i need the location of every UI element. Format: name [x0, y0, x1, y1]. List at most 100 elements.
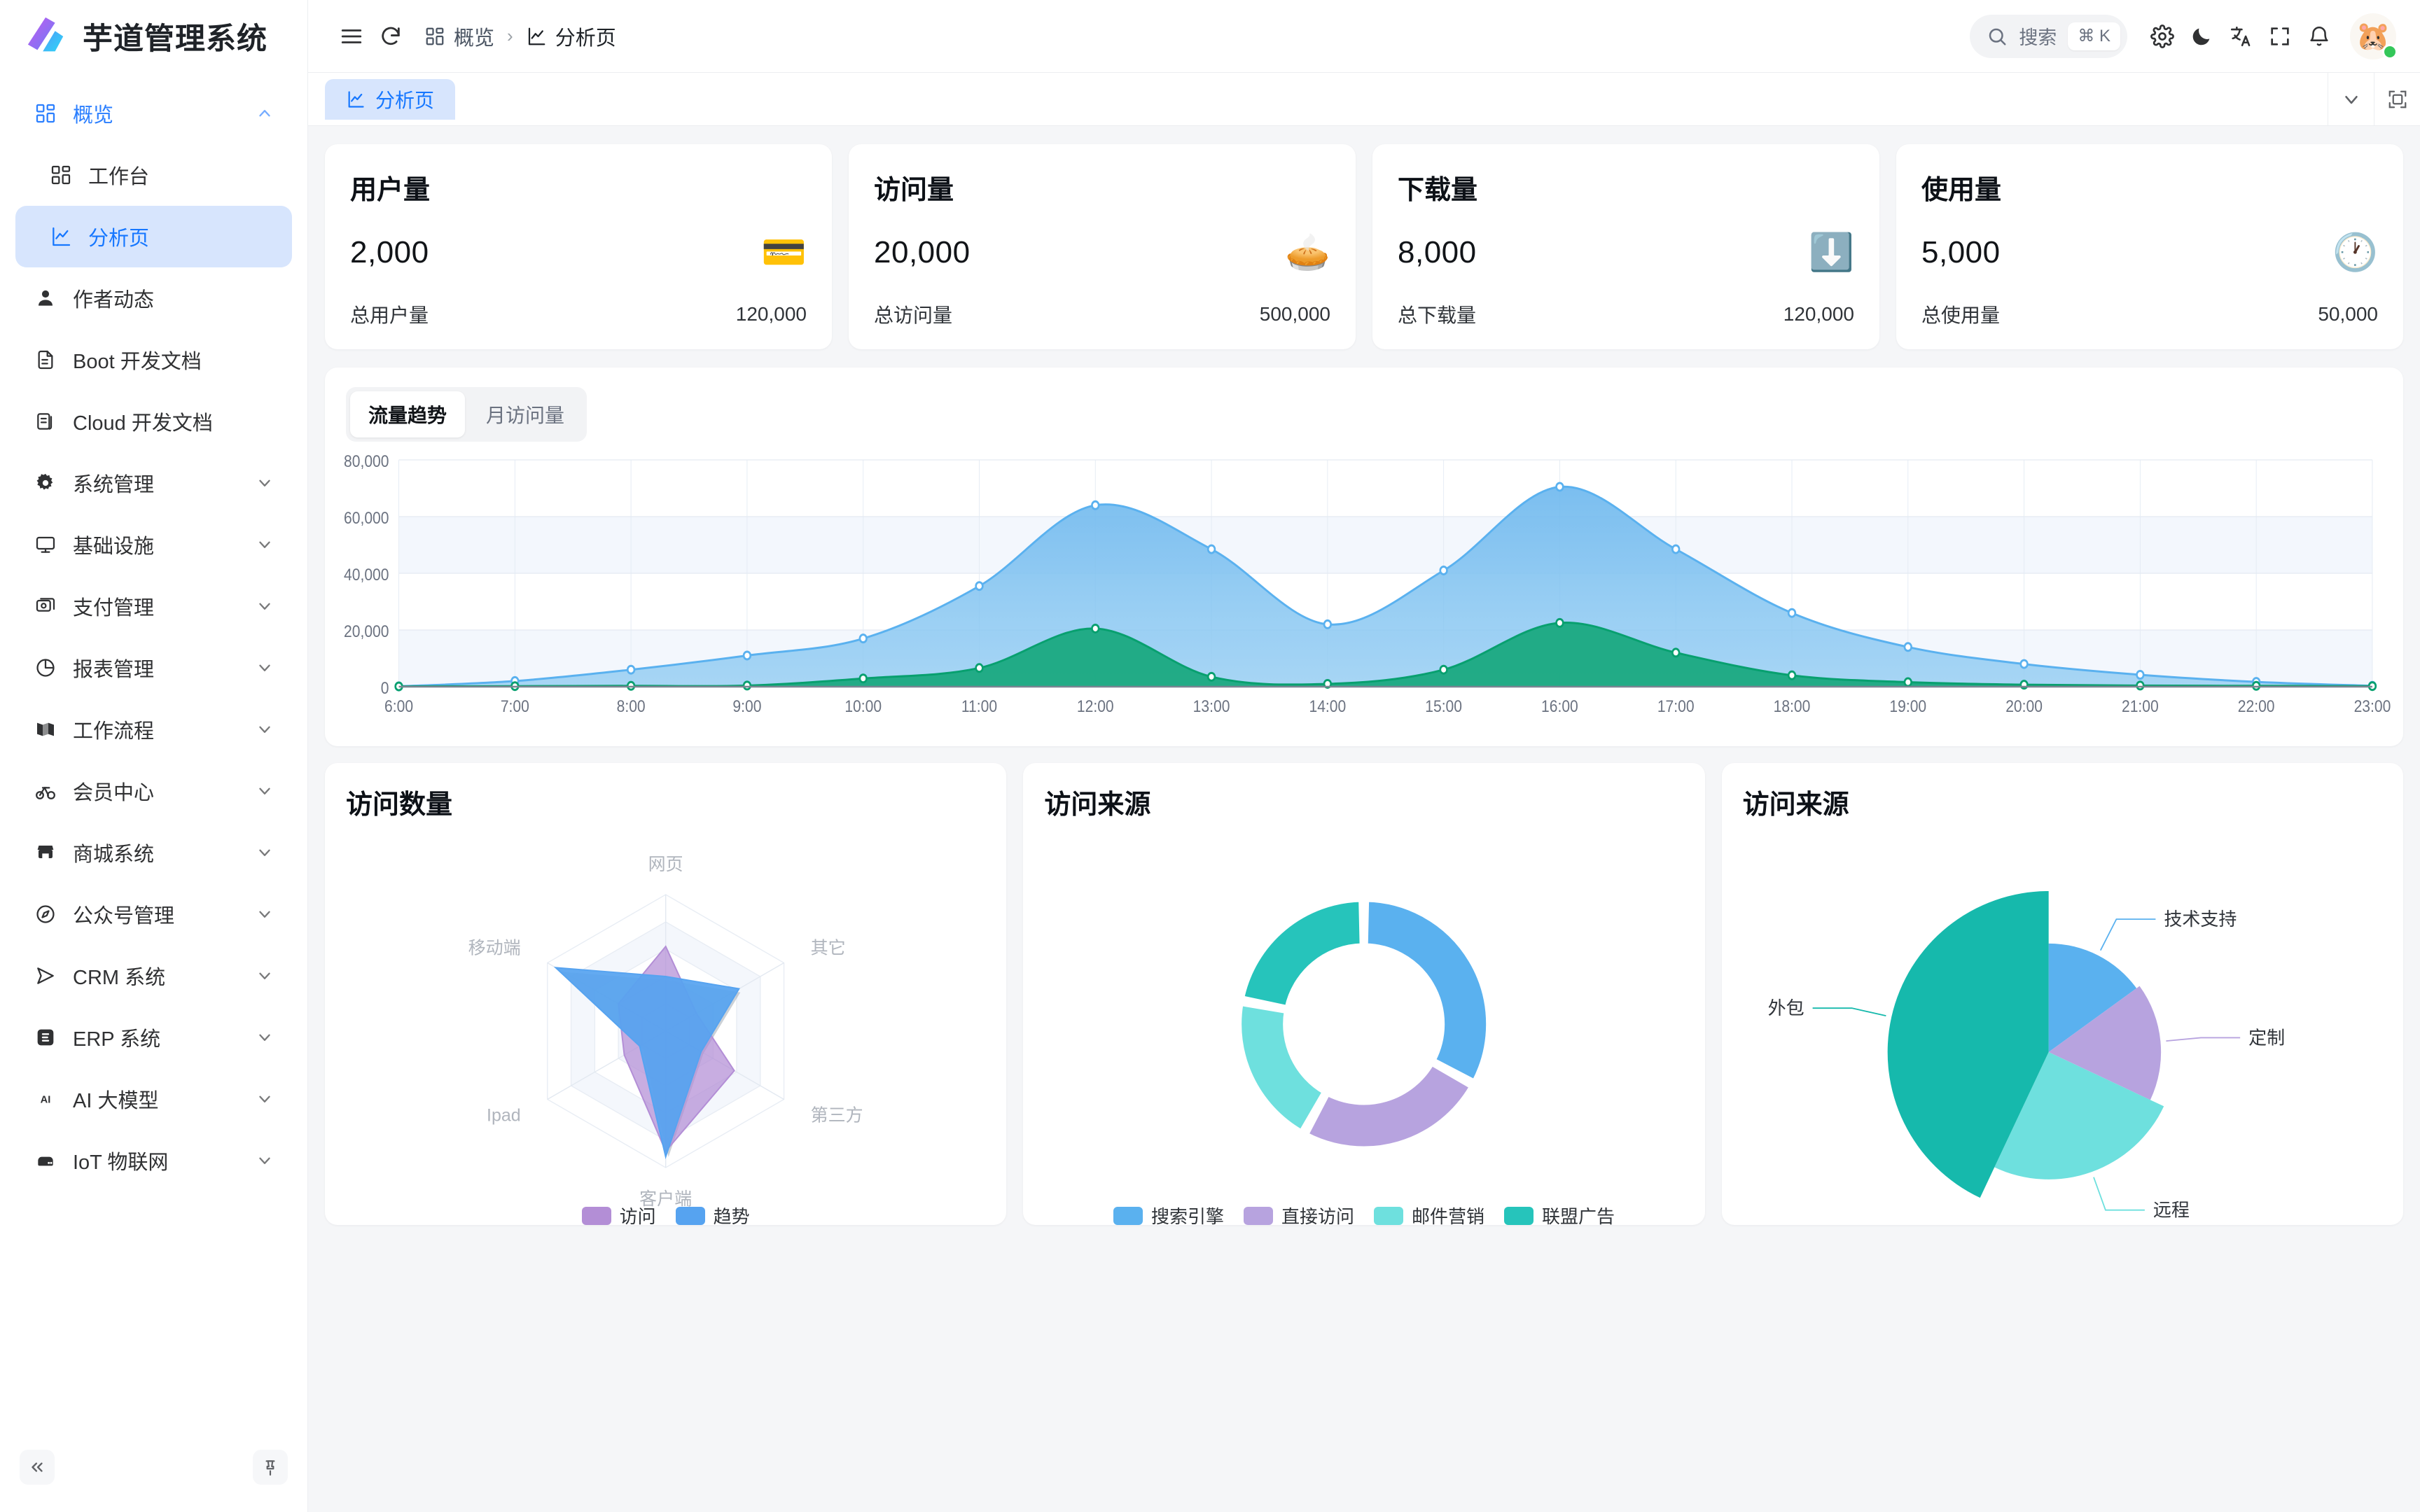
radar-axis-label: 移动端: [468, 939, 521, 958]
sidebar-item-商城系统[interactable]: 商城系统: [15, 822, 292, 883]
sidebar-item-概览[interactable]: 概览: [15, 83, 292, 144]
translate-icon[interactable]: [2221, 17, 2260, 56]
grid-icon: [49, 163, 73, 187]
gear-icon[interactable]: [2143, 17, 2182, 56]
hamburger-icon[interactable]: [332, 17, 371, 56]
panel-title: 访问来源: [1742, 790, 1849, 820]
sidebar-item-IoT-物联网[interactable]: IoT 物联网: [15, 1130, 292, 1191]
chevron-down-icon: [256, 1028, 274, 1046]
x-axis-tick: 23:00: [2354, 697, 2391, 716]
stat-card[interactable]: 访问量 20,000 🥧 总访问量 500,000: [849, 144, 1356, 349]
stat-card[interactable]: 用户量 2,000 💳 总用户量 120,000: [325, 144, 832, 349]
stat-card-total-value: 500,000: [1259, 303, 1330, 325]
sidebar-item-会员中心[interactable]: 会员中心: [15, 760, 292, 822]
legend-item[interactable]: 邮件营销: [1373, 1203, 1484, 1228]
chevron-down-icon: [256, 967, 274, 985]
sidebar-item-AI-大模型[interactable]: AI AI 大模型: [15, 1068, 292, 1130]
fullscreen-icon[interactable]: [2260, 17, 2300, 56]
avatar[interactable]: 🐹: [2350, 13, 2398, 59]
sidebar-item-label: 工作流程: [73, 720, 155, 743]
visit-source-pie-panel: 访问来源 技术支持 定制 远程 外包: [1721, 763, 2403, 1225]
refresh-icon[interactable]: [371, 17, 410, 56]
document-icon: [34, 348, 57, 372]
traffic-trend-panel: 流量趋势 月访问量 0 20,000 40,000 60,000 80,000 6:00 7…: [325, 368, 2403, 746]
traffic-tab-trend[interactable]: 流量趋势: [350, 391, 466, 438]
moon-icon[interactable]: [2182, 17, 2221, 56]
legend-label: 访问: [619, 1206, 656, 1227]
legend-item[interactable]: 联盟广告: [1504, 1203, 1615, 1228]
breadcrumb-item-analysis[interactable]: 分析页: [526, 22, 616, 51]
sidebar-item-ERP-系统[interactable]: ERP 系统: [15, 1007, 292, 1068]
sidebar-pin-button[interactable]: [253, 1450, 288, 1485]
legend-label: 邮件营销: [1411, 1206, 1484, 1227]
stat-cards-row: 用户量 2,000 💳 总用户量 120,000 访问量 20,000 🥧 总访问量 500,00…: [325, 144, 2403, 349]
svg-text:AI: AI: [41, 1094, 51, 1105]
copy-doc-icon: [34, 410, 57, 433]
legend-item[interactable]: 访问: [581, 1203, 656, 1228]
legend-item[interactable]: 搜索引擎: [1113, 1203, 1224, 1228]
visit-count-panel: 访问数量 网页 其它 第三方 客户端 Ipad 移动端 访问 趋势: [325, 763, 1007, 1228]
sidebar-item-Boot-开发文档[interactable]: Boot 开发文档: [15, 329, 292, 391]
sidebar-collapse-button[interactable]: [20, 1450, 55, 1485]
stat-card-total-label: 总访问量: [874, 304, 953, 326]
download-icon: ⬇️: [1809, 232, 1854, 273]
search-input[interactable]: 搜索 ⌘ K: [1970, 14, 2127, 58]
legend-item[interactable]: 趋势: [675, 1203, 750, 1228]
stat-card-value: 20,000: [874, 235, 971, 270]
chevron-down-icon[interactable]: [2328, 72, 2374, 126]
traffic-area-chart[interactable]: 0 20,000 40,000 60,000 80,000 6:00 7:00 8:00 9:0…: [344, 450, 2391, 727]
sidebar-item-分析页[interactable]: 分析页: [15, 206, 292, 267]
pie-slice-label: 外包: [1767, 997, 1804, 1018]
sidebar-item-支付管理[interactable]: 支付管理: [15, 575, 292, 637]
sidebar-item-报表管理[interactable]: 报表管理: [15, 637, 292, 699]
sidebar-item-作者动态[interactable]: 作者动态: [15, 267, 292, 329]
sidebar-item-label: 基础设施: [73, 536, 155, 558]
bell-icon[interactable]: [2300, 17, 2339, 56]
legend-label: 趋势: [713, 1206, 750, 1227]
chevron-down-icon: [256, 659, 274, 677]
brand-logo[interactable]: 芋道管理系统: [0, 0, 307, 73]
x-axis-tick: 14:00: [1309, 697, 1346, 716]
maximize-icon[interactable]: [2374, 72, 2420, 126]
rose-slice: [1994, 1052, 2164, 1180]
gear-icon: [34, 471, 57, 495]
stat-card[interactable]: 使用量 5,000 🕐 总使用量 50,000: [1896, 144, 2403, 349]
radar-chart[interactable]: 网页 其它 第三方 客户端 Ipad 移动端: [346, 821, 985, 1209]
sidebar-item-label: 支付管理: [73, 597, 155, 620]
rose-pie-chart[interactable]: 技术支持 定制 远程 外包: [1743, 821, 2382, 1259]
sidebar-item-Cloud-开发文档[interactable]: Cloud 开发文档: [15, 391, 292, 452]
sidebar-item-label: Cloud 开发文档: [73, 412, 213, 435]
tab-strip: 分析页: [308, 72, 2420, 126]
stat-card-foot: 总用户量 120,000: [350, 300, 807, 328]
breadcrumb-item-overview[interactable]: 概览: [424, 22, 494, 51]
send-icon: [34, 964, 57, 988]
grid-icon: [34, 102, 57, 125]
monitor-icon: [34, 533, 57, 556]
stat-card-foot: 总下载量 120,000: [1398, 300, 1854, 328]
sidebar-item-公众号管理[interactable]: 公众号管理: [15, 883, 292, 945]
sidebar-item-label: ERP 系统: [73, 1028, 161, 1051]
page-content: 用户量 2,000 💳 总用户量 120,000 访问量 20,000 🥧 总访问量 500,00…: [308, 126, 2420, 1512]
sidebar: 芋道管理系统 概览 工作台 分析页 作者动态 Boot 开发文档 Cloud 开发文档系统…: [0, 0, 308, 1512]
stat-card[interactable]: 下载量 8,000 ⬇️ 总下载量 120,000: [1372, 144, 1879, 349]
donut-chart[interactable]: [1044, 821, 1683, 1203]
donut-slice: [1237, 1001, 1328, 1135]
traffic-tab-monthly[interactable]: 月访问量: [486, 405, 565, 426]
x-axis-tick: 6:00: [384, 697, 413, 716]
x-axis-tick: 7:00: [501, 697, 529, 716]
tab-analysis[interactable]: 分析页: [325, 78, 456, 120]
wallet-icon: [34, 594, 57, 618]
breadcrumb-separator: ›: [507, 25, 513, 46]
legend-item[interactable]: 直接访问: [1243, 1203, 1354, 1228]
radar-axis-label: Ipad: [487, 1106, 521, 1126]
legend-label: 联盟广告: [1542, 1206, 1615, 1227]
donut-chart-svg: [1237, 897, 1491, 1152]
sidebar-item-基础设施[interactable]: 基础设施: [15, 514, 292, 575]
sidebar-item-label: CRM 系统: [73, 967, 166, 989]
sidebar-item-工作流程[interactable]: 工作流程: [15, 699, 292, 760]
sidebar-item-系统管理[interactable]: 系统管理: [15, 452, 292, 514]
sidebar-item-CRM-系统[interactable]: CRM 系统: [15, 945, 292, 1007]
search-placeholder: 搜索: [2019, 27, 2057, 48]
sidebar-item-工作台[interactable]: 工作台: [15, 144, 292, 206]
